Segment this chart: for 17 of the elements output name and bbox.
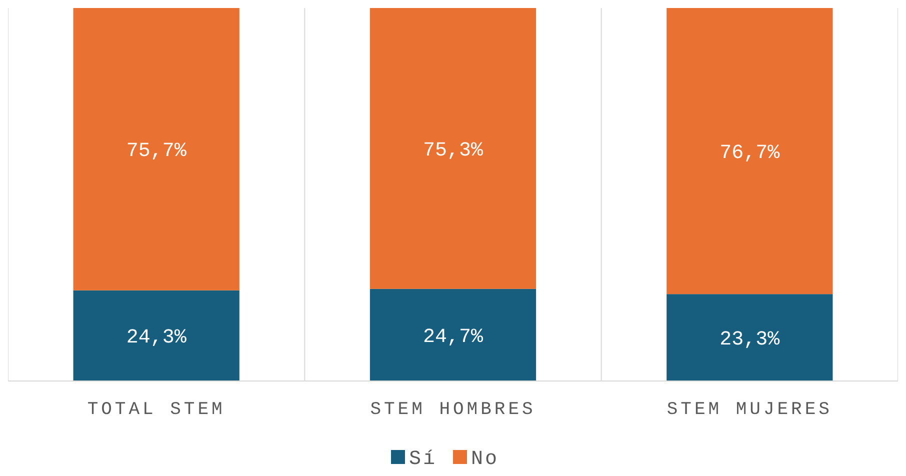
data-label: 75,7% <box>126 140 188 164</box>
x-tick-label: STEM HOMBRES <box>370 400 536 420</box>
bar <box>666 294 833 381</box>
bar <box>370 8 536 289</box>
x-tick-label: STEM MUJERES <box>666 400 832 420</box>
x-tick-label: TOTAL STEM <box>87 400 226 420</box>
data-label: 75,3% <box>422 139 484 162</box>
data-label: 76,7% <box>720 142 781 166</box>
bar <box>666 8 833 294</box>
data-label: 24,7% <box>422 326 484 349</box>
legend-label: No <box>471 448 500 471</box>
bar <box>73 290 240 381</box>
data-label: 23,3% <box>720 328 781 352</box>
legend-label: Sí <box>409 448 438 471</box>
bar <box>73 8 240 290</box>
bar <box>370 288 536 381</box>
data-label: 24,3% <box>126 326 188 350</box>
